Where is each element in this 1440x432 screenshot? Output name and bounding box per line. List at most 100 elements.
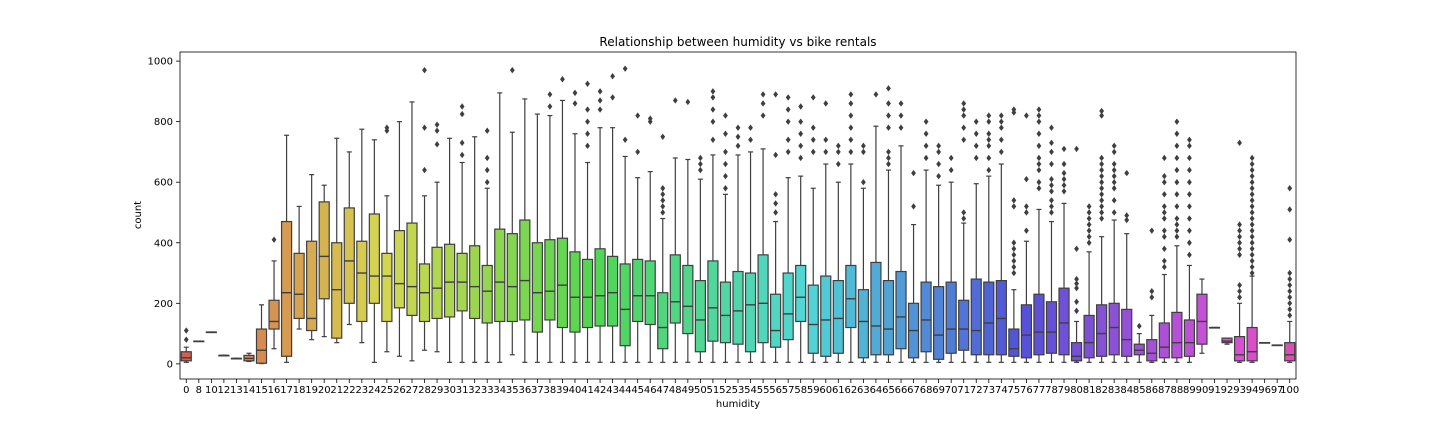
outlier-33-2 bbox=[484, 154, 490, 162]
outlier-94-11 bbox=[1249, 203, 1255, 210]
outlier-82-0 bbox=[1099, 215, 1105, 222]
box-66 bbox=[895, 270, 907, 350]
outlier-63-0 bbox=[860, 178, 866, 186]
outlier-77-7 bbox=[1036, 118, 1042, 125]
x-tick-label-96: 96 bbox=[1258, 385, 1271, 396]
outlier-67-0 bbox=[911, 203, 916, 210]
box-57 bbox=[782, 272, 794, 341]
outlier-89-8 bbox=[1187, 154, 1192, 162]
outlier-94-10 bbox=[1249, 209, 1255, 216]
outlier-38-1 bbox=[547, 91, 553, 98]
outlier-65-4 bbox=[886, 112, 891, 119]
outlier-65-0 bbox=[886, 160, 891, 168]
outlier-73-3 bbox=[986, 136, 992, 144]
box-82 bbox=[1096, 304, 1108, 357]
outlier-47-1 bbox=[660, 203, 666, 210]
box-34 bbox=[494, 228, 506, 323]
box-60 bbox=[820, 275, 832, 357]
outlier-82-1 bbox=[1099, 209, 1105, 216]
outlier-50-0 bbox=[697, 166, 703, 174]
outlier-59-1 bbox=[810, 136, 816, 144]
box-37 bbox=[531, 242, 543, 333]
outlier-61-0 bbox=[835, 160, 841, 168]
x-tick-label-56: 56 bbox=[769, 385, 782, 396]
box-group-100 bbox=[1284, 185, 1296, 363]
box-78 bbox=[1045, 301, 1058, 354]
outlier-81-6 bbox=[1086, 203, 1092, 210]
box-group-68 bbox=[920, 118, 932, 363]
x-tick-label-62: 62 bbox=[844, 385, 857, 396]
box-61 bbox=[832, 279, 844, 354]
box-group-90 bbox=[1196, 278, 1208, 354]
x-tick-label-46: 46 bbox=[644, 385, 657, 396]
outlier-41-1 bbox=[585, 130, 590, 137]
outlier-42-0 bbox=[597, 106, 603, 113]
x-tick-label-14: 14 bbox=[243, 385, 256, 396]
outlier-100-7 bbox=[1287, 269, 1293, 277]
x-tick-label-45: 45 bbox=[631, 385, 644, 396]
outlier-76-2 bbox=[1024, 203, 1029, 210]
box-group-8 bbox=[193, 340, 205, 343]
x-tick-label-29: 29 bbox=[431, 385, 444, 396]
y-axis: 0 200 400 600 800 1000 bbox=[148, 57, 180, 370]
outlier-94-3 bbox=[1249, 251, 1255, 259]
outlier-46-1 bbox=[647, 115, 653, 122]
outlier-80-3 bbox=[1074, 280, 1079, 287]
outlier-55-0 bbox=[760, 112, 766, 119]
box-94 bbox=[1246, 326, 1258, 362]
box-43 bbox=[606, 255, 619, 327]
outlier-87-5 bbox=[1161, 215, 1167, 222]
box-group-45 bbox=[632, 112, 644, 363]
outlier-67-1 bbox=[911, 169, 916, 177]
x-tick-label-90: 90 bbox=[1196, 385, 1209, 396]
box-93 bbox=[1233, 336, 1246, 362]
outlier-53-2 bbox=[735, 124, 741, 131]
outlier-73-6 bbox=[986, 112, 992, 119]
box-group-64 bbox=[870, 91, 882, 363]
box-group-26 bbox=[393, 121, 406, 357]
outlier-72-3 bbox=[973, 118, 979, 125]
outlier-77-8 bbox=[1036, 112, 1042, 119]
outlier-63-2 bbox=[860, 142, 866, 150]
outlier-77-1 bbox=[1036, 178, 1042, 186]
outlier-74-4 bbox=[998, 112, 1004, 119]
outlier-93-3 bbox=[1237, 251, 1242, 259]
outlier-41-0 bbox=[585, 142, 590, 150]
x-tick-label-61: 61 bbox=[832, 385, 845, 396]
box-16 bbox=[268, 299, 280, 330]
outlier-94-16 bbox=[1249, 172, 1255, 180]
box-group-75 bbox=[1008, 106, 1020, 363]
x-tick-label-39: 39 bbox=[556, 385, 569, 396]
outlier-87-2 bbox=[1161, 245, 1167, 253]
box-group-62 bbox=[845, 91, 857, 363]
x-tick-label-66: 66 bbox=[895, 385, 908, 396]
chart-title: Relationship between humidity vs bike re… bbox=[599, 35, 876, 49]
outlier-87-6 bbox=[1161, 209, 1167, 216]
box-47 bbox=[657, 292, 669, 350]
outlier-40-0 bbox=[572, 100, 578, 107]
outlier-59-0 bbox=[810, 148, 816, 156]
outlier-65-5 bbox=[886, 100, 891, 107]
outlier-52-3 bbox=[723, 148, 728, 156]
box-group-43 bbox=[606, 73, 619, 363]
outlier-82-12 bbox=[1099, 107, 1105, 115]
outlier-75-5 bbox=[1011, 239, 1017, 246]
box-19 bbox=[306, 240, 318, 332]
outlier-88-6 bbox=[1174, 178, 1180, 186]
box-group-20 bbox=[318, 184, 330, 338]
outlier-61-2 bbox=[835, 142, 841, 150]
outlier-43-0 bbox=[610, 94, 616, 101]
outlier-58-1 bbox=[798, 142, 804, 150]
x-tick-label-19: 19 bbox=[305, 385, 318, 396]
outlier-57-4 bbox=[785, 94, 791, 101]
outlier-62-3 bbox=[848, 112, 854, 119]
box-18 bbox=[293, 252, 305, 320]
outlier-29-0 bbox=[434, 141, 440, 148]
x-tick-label-49: 49 bbox=[681, 385, 694, 396]
outlier-83-1 bbox=[1111, 197, 1117, 204]
outlier-74-2 bbox=[998, 124, 1004, 131]
x-tick-label-31: 31 bbox=[456, 385, 469, 396]
outlier-63-1 bbox=[860, 148, 866, 156]
x-tick-label-40: 40 bbox=[569, 385, 582, 396]
outlier-44-0 bbox=[622, 136, 628, 144]
